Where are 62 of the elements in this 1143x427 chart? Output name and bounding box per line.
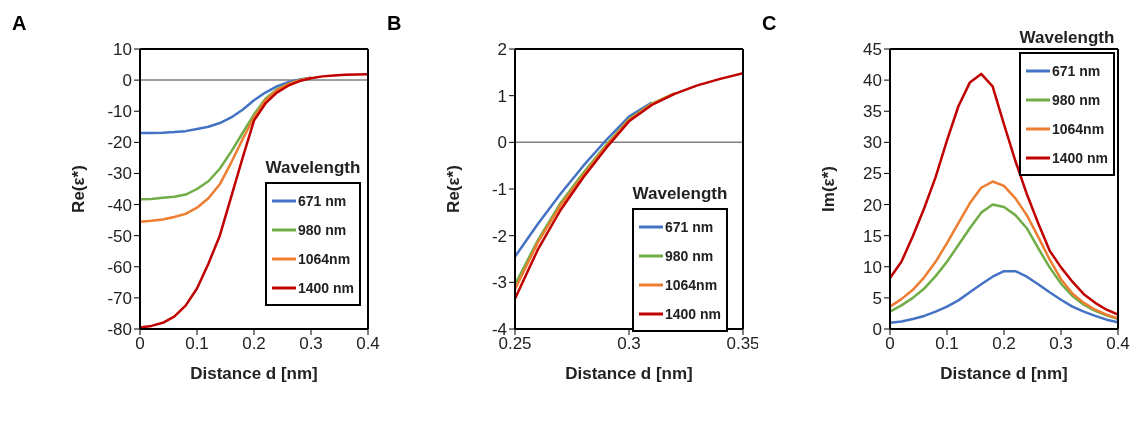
y-tick-label: -30 [107,164,132,184]
legend-label: 1064nm [1051,120,1105,137]
legend-label: 980 nm [297,221,347,238]
y-tick-label: 40 [863,71,882,91]
legend-label: 671 nm [1051,62,1101,79]
y-tick-label: 45 [863,40,882,60]
y-tick-label: -50 [107,226,132,246]
y-tick-label: 20 [863,195,882,215]
y-tick-label: -2 [491,226,507,246]
legend-label: 671 nm [297,192,347,209]
y-tick-label: -40 [107,195,132,215]
y-tick-label: 10 [863,257,882,277]
x-tick-label: 0.1 [935,334,959,354]
x-axis-title: Distance d [nm] [565,364,693,383]
legend-label: 1064nm [664,276,718,293]
y-tick-label: 30 [863,133,882,153]
chart-title: A [12,12,27,35]
y-tick-label: 25 [863,164,882,184]
legend-title: Wavelength [631,184,728,204]
y-tick-label: 1 [497,86,507,106]
legend-label: 980 nm [1051,91,1101,108]
chart-title: B [387,12,402,35]
y-tick-label: -80 [107,320,132,340]
x-tick-label: 0.4 [1106,334,1130,354]
x-axis-title: Distance d [nm] [190,364,318,383]
y-axis-title: Re(ε*) [444,165,464,213]
y-tick-label: 0 [872,320,882,340]
y-tick-label: -20 [107,133,132,153]
x-tick-label: 0.2 [242,334,266,354]
y-tick-label: -3 [491,273,507,293]
x-tick-label: 0 [885,334,895,354]
legend-title: Wavelength [264,158,361,178]
legend-label: 1400 nm [1051,149,1108,166]
x-tick-label: 0.4 [356,334,380,354]
legend-label: 671 nm [664,218,714,235]
x-tick-label: 0 [135,334,145,354]
legend-label: 1400 nm [297,279,354,296]
legend-label: 980 nm [664,247,714,264]
y-tick-label: 0 [122,71,132,91]
y-tick-label: 0 [497,133,507,153]
legend-label: 1064nm [297,250,351,267]
legend-title: Wavelength [1018,28,1115,48]
legend-label: 1400 nm [664,305,721,322]
y-tick-label: 5 [872,288,882,308]
x-tick-label: 0.3 [299,334,323,354]
y-tick-label: -60 [107,257,132,277]
y-tick-label: -10 [107,102,132,122]
x-tick-label: 0.1 [185,334,209,354]
y-tick-label: 2 [497,40,507,60]
x-tick-label: 0.3 [1049,334,1073,354]
x-tick-label: 0.2 [992,334,1016,354]
y-tick-label: 10 [113,40,132,60]
x-tick-label: 0.35 [726,334,760,354]
x-tick-label: 0.3 [617,334,641,354]
y-axis-title: Im(ε*) [819,166,839,212]
chart-title: C [762,12,777,35]
x-axis-title: Distance d [nm] [940,364,1068,383]
y-tick-label: -70 [107,288,132,308]
y-tick-label: 15 [863,226,882,246]
y-tick-label: 35 [863,102,882,122]
y-axis-title: Re(ε*) [69,165,89,213]
y-tick-label: -1 [491,180,507,200]
